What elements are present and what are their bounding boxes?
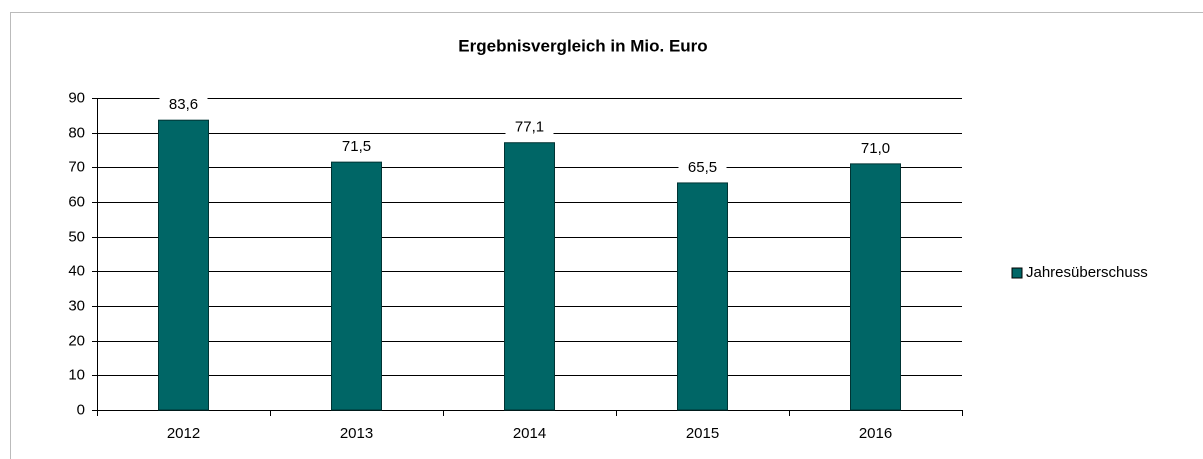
y-tick-label: 50 [68,228,85,245]
bar [158,119,209,411]
value-label-bg [159,95,208,116]
x-tick-label: 2016 [859,425,892,442]
value-label-bg [505,117,554,138]
legend-label: Jahresüberschuss [1026,264,1148,281]
y-tick-label: 30 [68,297,85,314]
chart-title: Ergebnisvergleich in Mio. Euro [458,36,707,55]
chart-frame [10,12,1203,459]
y-tick-label: 60 [68,193,85,210]
x-tick-label: 2015 [686,425,719,442]
y-tick-label: 40 [68,262,85,279]
x-tick-label: 2013 [340,425,373,442]
value-label-bg [332,137,381,158]
bar [331,161,382,411]
bar [504,142,555,411]
x-tick-label: 2014 [513,425,546,442]
value-label: 65,5 [688,159,717,176]
y-tick-label: 10 [68,366,85,383]
y-tick-label: 20 [68,332,85,349]
y-tick-label: 80 [68,124,85,141]
bar [677,182,728,411]
y-tick-label: 90 [68,89,85,106]
value-label-bg [851,138,900,159]
y-tick-label: 70 [68,158,85,175]
legend-swatch [1011,267,1023,279]
value-label-bg [678,157,727,178]
value-label: 71,0 [861,140,890,157]
x-tick-label: 2012 [167,425,200,442]
value-label: 77,1 [515,119,544,136]
value-label: 71,5 [342,138,371,155]
y-tick-label: 0 [77,401,85,418]
value-label: 83,6 [169,96,198,113]
bar [850,163,901,411]
